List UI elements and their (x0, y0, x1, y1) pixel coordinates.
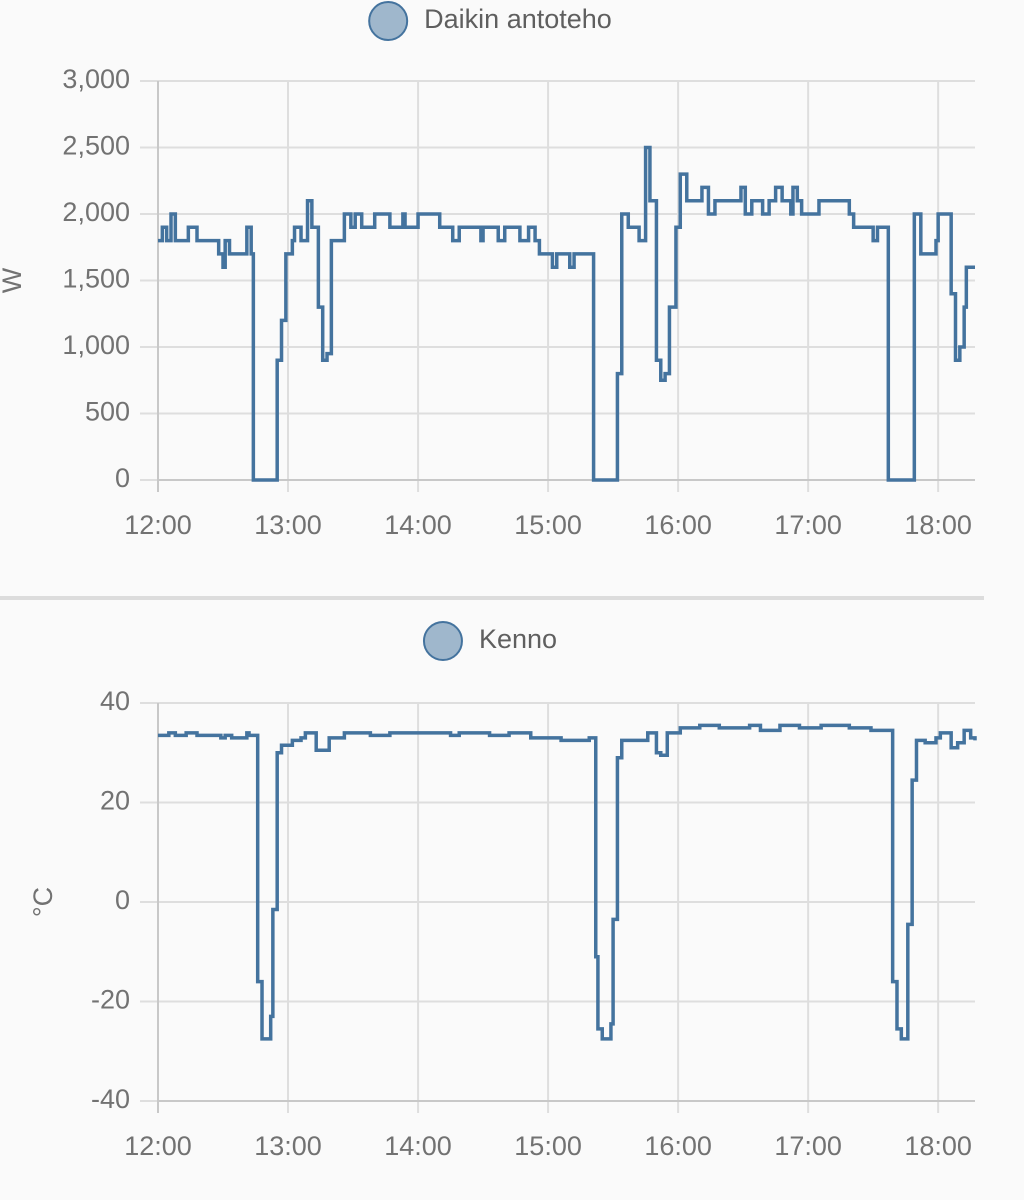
legend-text: Kenno (479, 624, 557, 654)
x-tick-label: 17:00 (774, 1131, 842, 1161)
x-tick-label: 18:00 (904, 510, 972, 540)
legend-marker (422, 621, 463, 661)
line (158, 145, 975, 482)
x-tick-label: 14:00 (384, 1131, 452, 1161)
x-tick-label: 15:00 (514, 510, 582, 540)
y-tick-label: 20 (100, 786, 130, 816)
x-tick-label: 13:00 (254, 510, 322, 540)
legend-text: Daikin antoteho (424, 4, 612, 34)
y-axis-label: °C (28, 887, 58, 917)
y-tick-label: 2,500 (62, 131, 130, 161)
x-tick-label: 14:00 (384, 510, 452, 540)
y-tick-label: 0 (115, 463, 130, 493)
line (158, 723, 977, 1041)
y-tick-label: 1,000 (62, 330, 130, 360)
x-tick-label: 16:00 (644, 510, 712, 540)
y-tick-label: -20 (91, 985, 130, 1015)
x-tick-label: 18:00 (904, 1131, 972, 1161)
y-tick-label: 500 (85, 397, 130, 427)
x-tick-label: 16:00 (644, 1131, 712, 1161)
y-tick-label: 0 (115, 885, 130, 915)
y-tick-label: 2,000 (62, 197, 130, 227)
y-tick-label: 1,500 (62, 264, 130, 294)
legend-marker (368, 1, 409, 41)
x-tick-label: 15:00 (514, 1131, 582, 1161)
x-tick-label: 12:00 (124, 510, 192, 540)
x-tick-label: 17:00 (774, 510, 842, 540)
x-tick-label: 13:00 (254, 1131, 322, 1161)
x-tick-label: 12:00 (124, 1131, 192, 1161)
y-axis-label: W (0, 267, 27, 293)
y-tick-label: -40 (91, 1084, 130, 1114)
y-tick-label: 3,000 (62, 64, 130, 94)
y-tick-label: 40 (100, 686, 130, 716)
